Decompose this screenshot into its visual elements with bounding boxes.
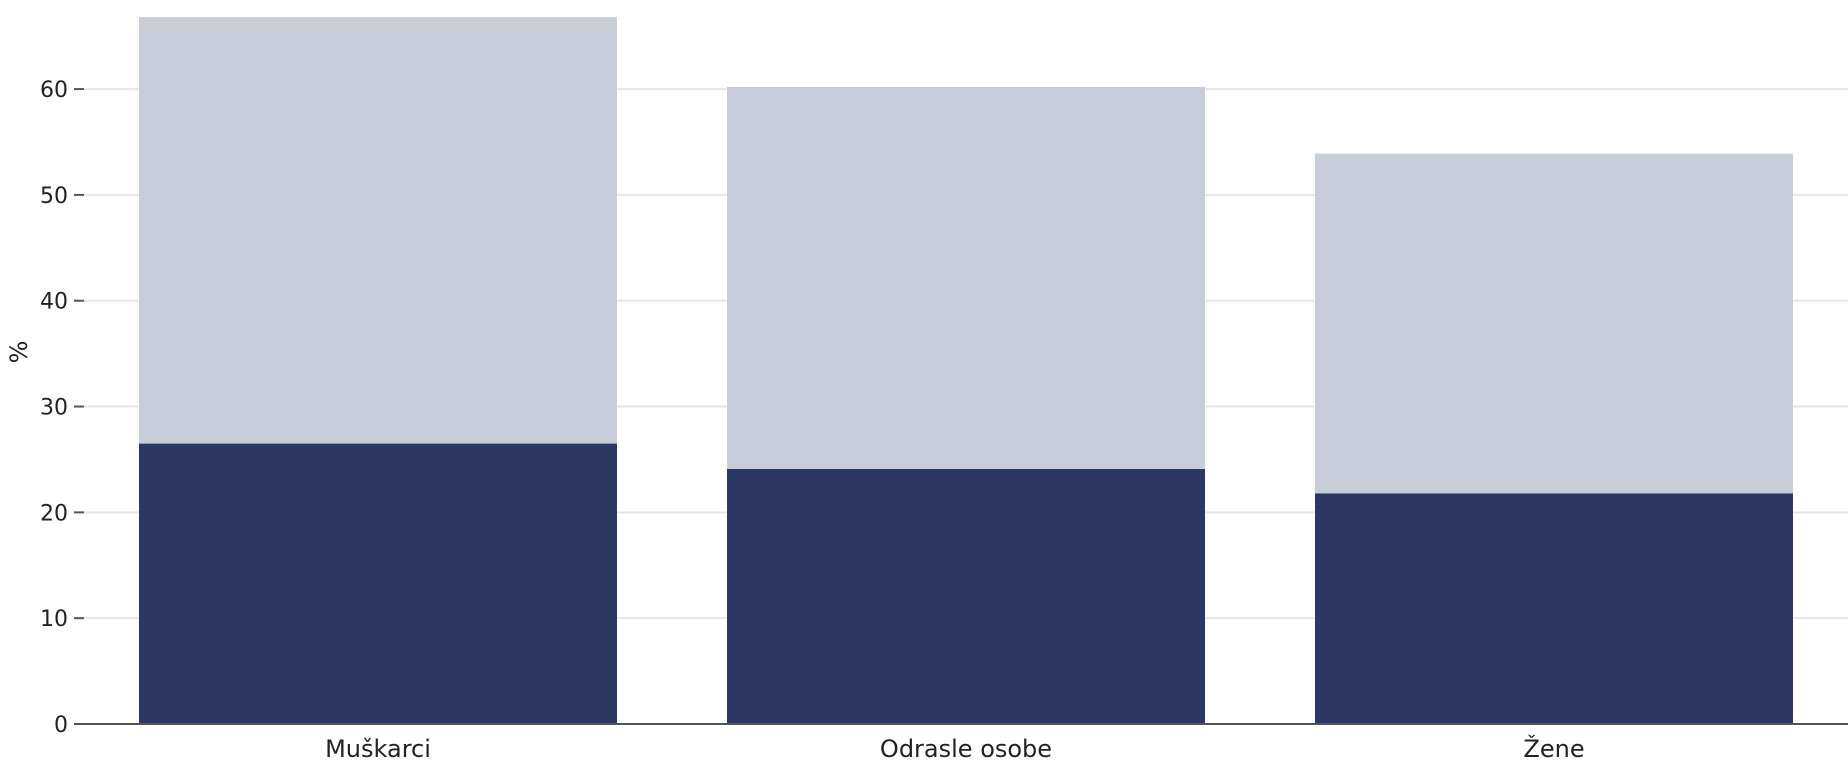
bar-segment-upper-2 bbox=[1315, 153, 1793, 494]
y-tick-label: 40 bbox=[40, 290, 68, 315]
bar-segment-upper-1 bbox=[727, 86, 1205, 469]
y-tick-label: 0 bbox=[54, 713, 68, 738]
bars bbox=[139, 17, 1793, 724]
y-axis-title: % bbox=[5, 341, 33, 364]
y-tick-label: 20 bbox=[40, 501, 68, 526]
axes: 0 10 20 30 40 50 60 Muškarci Odrasle osobe Žene bbox=[40, 78, 1848, 763]
bar-segment-lower-1 bbox=[727, 468, 1205, 724]
x-category-label: Odrasle osobe bbox=[880, 735, 1052, 762]
bar-segment-upper-0 bbox=[139, 17, 617, 444]
y-tick-label: 60 bbox=[40, 78, 68, 103]
y-tick-label: 50 bbox=[40, 184, 68, 209]
y-tick-label: 30 bbox=[40, 396, 68, 421]
bar-segment-lower-0 bbox=[139, 443, 617, 724]
x-category-label: Muškarci bbox=[325, 735, 431, 762]
x-category-label: Žene bbox=[1523, 734, 1584, 762]
y-tick-label: 10 bbox=[40, 607, 68, 632]
bar-segment-lower-2 bbox=[1315, 493, 1793, 724]
